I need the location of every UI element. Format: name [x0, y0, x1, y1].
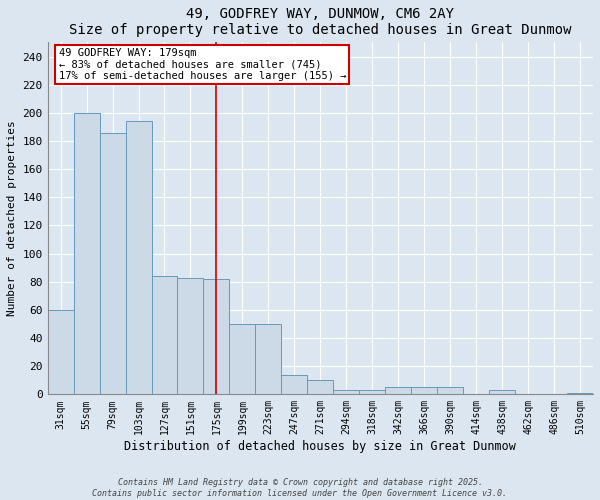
Bar [437, 388, 463, 394]
Bar [152, 276, 178, 394]
Bar [411, 388, 437, 394]
Bar [489, 390, 515, 394]
Bar [359, 390, 385, 394]
Bar [567, 393, 593, 394]
Bar [229, 324, 256, 394]
Y-axis label: Number of detached properties: Number of detached properties [7, 120, 17, 316]
Title: 49, GODFREY WAY, DUNMOW, CM6 2AY
Size of property relative to detached houses in: 49, GODFREY WAY, DUNMOW, CM6 2AY Size of… [69, 7, 572, 37]
X-axis label: Distribution of detached houses by size in Great Dunmow: Distribution of detached houses by size … [124, 440, 516, 453]
Text: Contains HM Land Registry data © Crown copyright and database right 2025.
Contai: Contains HM Land Registry data © Crown c… [92, 478, 508, 498]
Bar [100, 132, 125, 394]
Bar [334, 390, 359, 394]
Bar [178, 278, 203, 394]
Bar [385, 388, 411, 394]
Bar [74, 113, 100, 394]
Bar [203, 279, 229, 394]
Bar [47, 310, 74, 394]
Bar [256, 324, 281, 394]
Text: 49 GODFREY WAY: 179sqm
← 83% of detached houses are smaller (745)
17% of semi-de: 49 GODFREY WAY: 179sqm ← 83% of detached… [59, 48, 346, 81]
Bar [281, 374, 307, 394]
Bar [125, 122, 152, 394]
Bar [307, 380, 334, 394]
